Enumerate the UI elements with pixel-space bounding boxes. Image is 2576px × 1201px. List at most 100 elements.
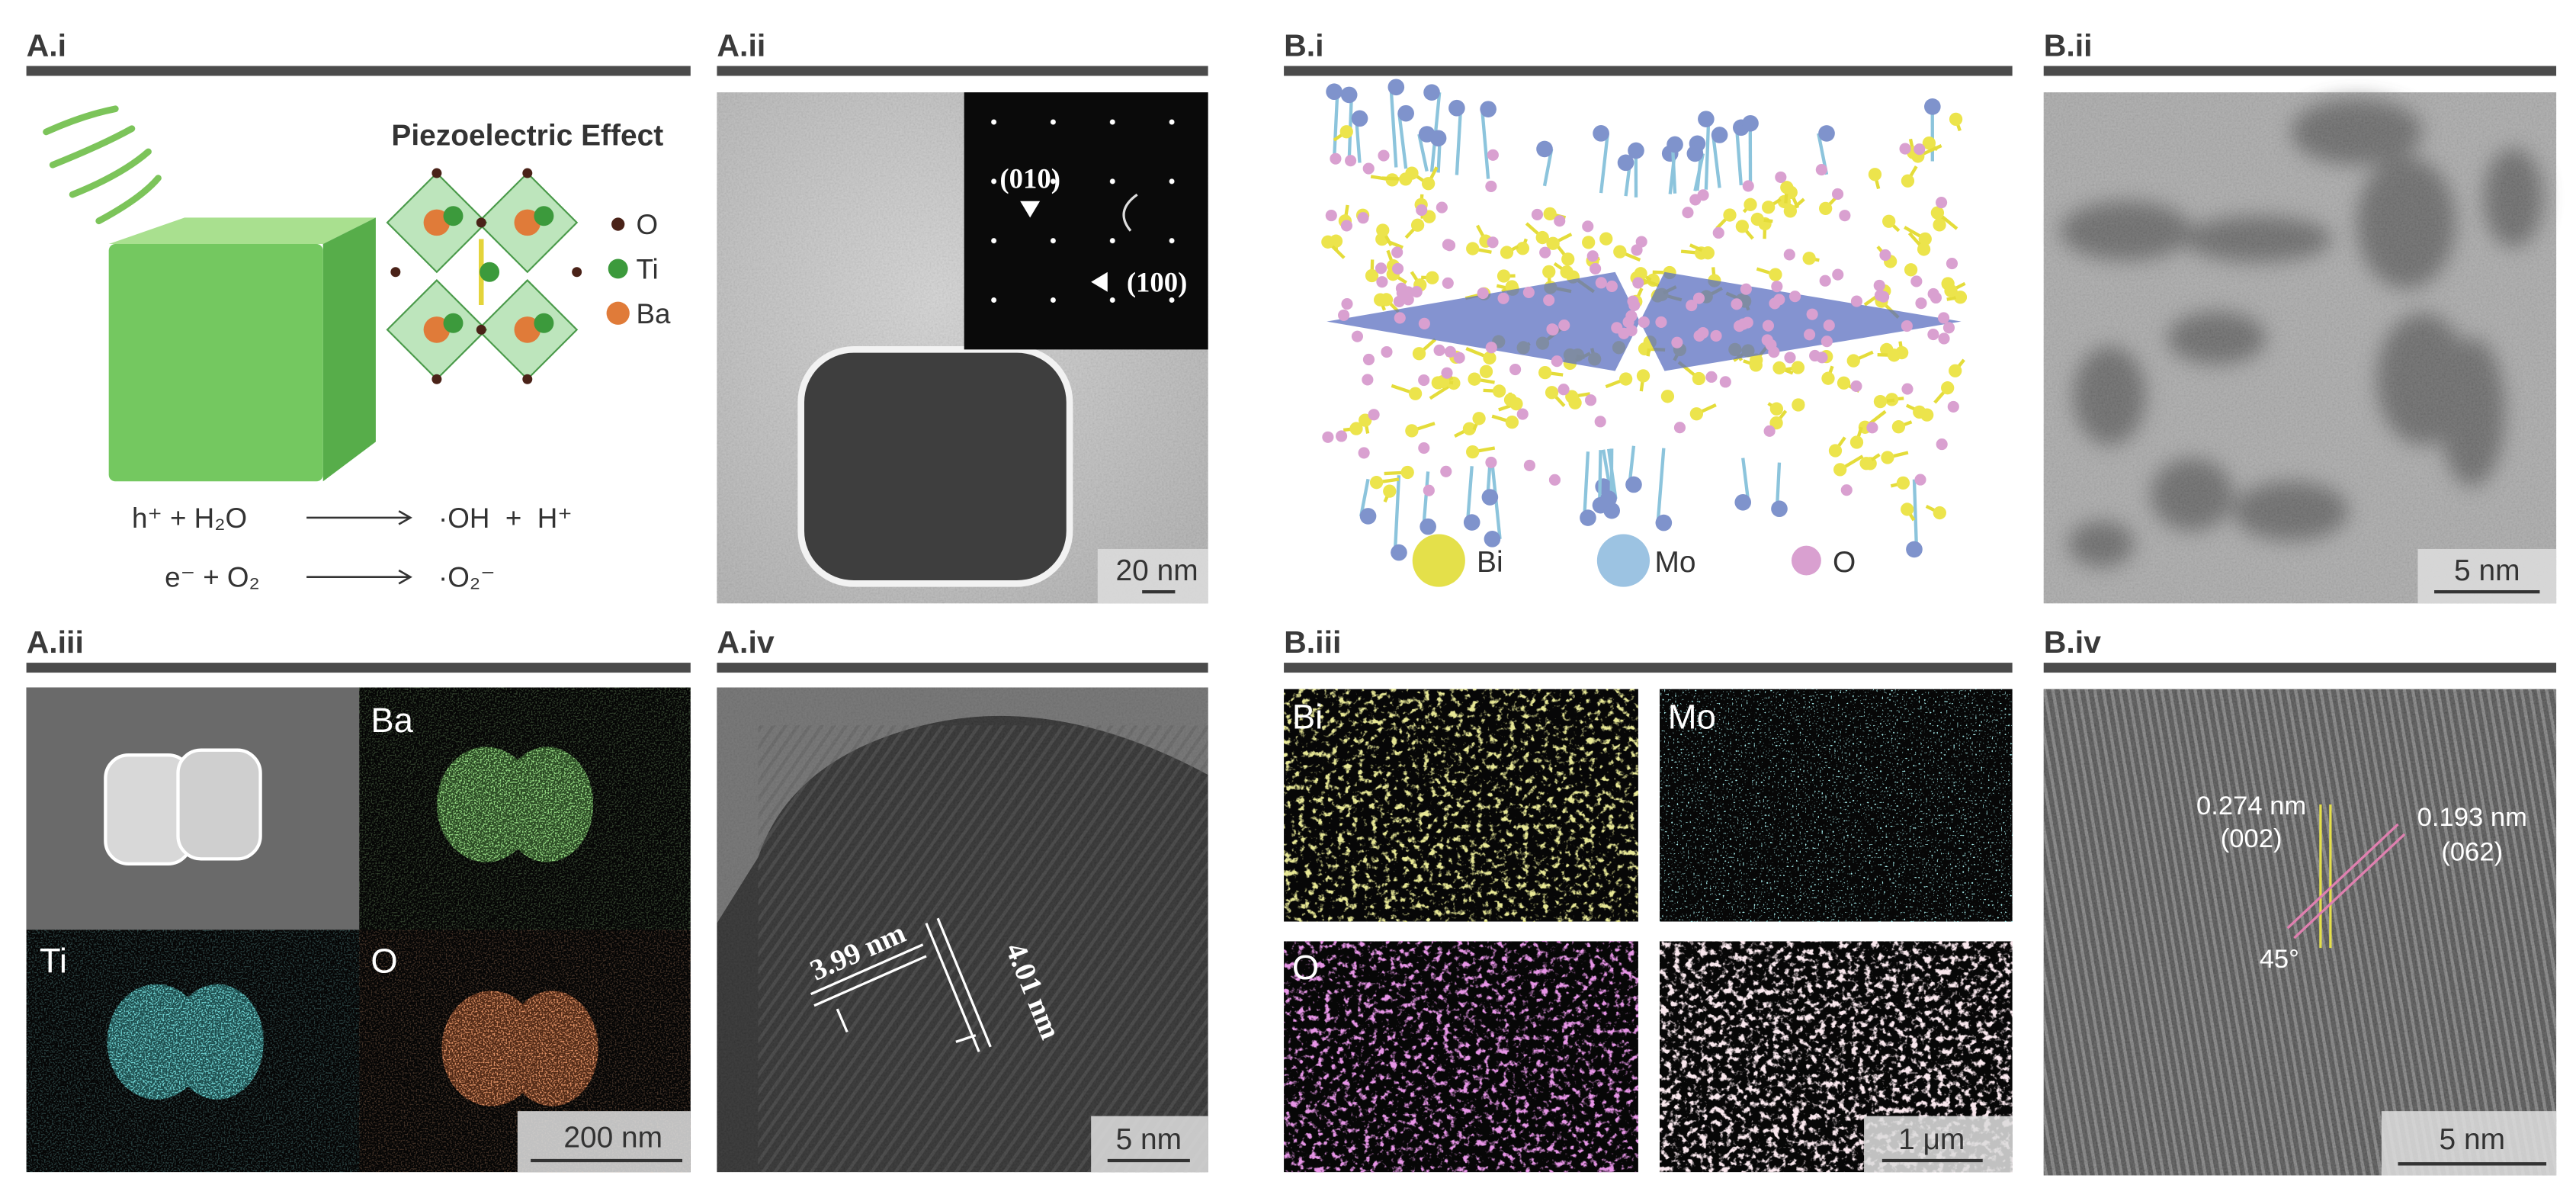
o-atom — [1815, 164, 1827, 176]
bi-atom — [1479, 364, 1493, 378]
map-label: Ti — [40, 942, 67, 981]
bi-atom — [1772, 361, 1786, 375]
bi-atom — [1613, 245, 1627, 259]
bi-atom — [1833, 463, 1847, 477]
mo-atom — [1420, 518, 1436, 535]
bond — [1741, 458, 1750, 503]
bi-atom — [1369, 476, 1384, 490]
o-atom — [1585, 394, 1597, 406]
panel-label: A.iii — [27, 625, 84, 660]
o-atom — [1453, 352, 1465, 364]
bi-atom — [1769, 416, 1783, 430]
panel-label: B.iii — [1284, 625, 1341, 660]
mo-atom — [1818, 125, 1835, 142]
annotation: (062) — [2441, 838, 2503, 867]
mo-atom — [1734, 493, 1752, 511]
o-atom — [1330, 153, 1342, 165]
panel-label: A.i — [27, 28, 66, 63]
mo-atom — [1340, 86, 1358, 104]
bond — [1606, 448, 1618, 499]
bond — [1389, 87, 1398, 168]
o-atom — [1546, 323, 1558, 336]
mo-atom — [1628, 142, 1644, 159]
o-atom — [1899, 143, 1911, 155]
mo-atom — [1463, 514, 1480, 531]
mo-atom — [1484, 531, 1501, 548]
bi-atom — [1365, 268, 1379, 283]
mo-atom — [1536, 140, 1553, 158]
o-atom — [1606, 280, 1618, 293]
o-atom — [1673, 422, 1686, 434]
reaction-right: ·O₂⁻ — [438, 562, 496, 593]
mo-atom — [1448, 99, 1465, 117]
o-atom — [1901, 320, 1913, 332]
bi-atom — [1859, 457, 1873, 470]
o-atom — [1418, 442, 1430, 454]
bi-atom — [1426, 271, 1439, 284]
bi-atom — [1901, 503, 1914, 516]
bi-atom — [1762, 201, 1776, 214]
o-atom — [1433, 344, 1445, 356]
o-atom — [1444, 345, 1456, 358]
bond — [1734, 127, 1743, 186]
panel-a-i: Piezoelectric Effect O Ti Ba h⁺ + H₂O ·O… — [43, 105, 671, 593]
crystal-cell — [386, 168, 582, 384]
o-atom — [1712, 226, 1724, 239]
image-noise — [717, 687, 1208, 1173]
mo-map — [1660, 689, 2013, 922]
bi-atom — [1505, 415, 1519, 429]
panel-label: A.ii — [717, 28, 765, 63]
o-atom — [1509, 363, 1522, 376]
annotation: 45° — [2260, 945, 2299, 974]
mo-atom — [1711, 127, 1728, 143]
o-atom — [1376, 276, 1388, 288]
mo-atom — [1667, 136, 1683, 153]
bi-atom — [1472, 412, 1486, 425]
scale-bar-box — [2417, 548, 2557, 604]
o-atom — [1710, 329, 1722, 342]
ring — [1122, 193, 1138, 232]
bi-atom — [1405, 424, 1419, 438]
o-atom — [1788, 291, 1801, 303]
o-atom — [1821, 336, 1833, 348]
bi-atom — [1802, 252, 1816, 265]
o-atom — [1410, 286, 1423, 298]
o-atom — [1761, 334, 1773, 346]
bi-atom — [1930, 206, 1945, 220]
bond — [1465, 466, 1474, 523]
bi-atom — [1565, 390, 1579, 403]
bond — [1417, 133, 1429, 172]
mo-atom — [1686, 145, 1704, 162]
bi-atom — [1462, 422, 1477, 435]
panel-b-i: Bi Mo O — [1321, 79, 1968, 587]
bond — [1670, 144, 1677, 194]
o-atom — [1582, 220, 1594, 233]
bi-atom — [1791, 361, 1805, 374]
o-atom — [1741, 316, 1753, 329]
o-map — [441, 991, 598, 1106]
marker — [1091, 271, 1108, 292]
legend-label: O — [1833, 546, 1856, 579]
bi-atom — [1400, 465, 1414, 480]
bi-atom — [1359, 413, 1372, 427]
header-bar — [1284, 66, 2013, 76]
scale-bar-label: 5 nm — [1116, 1123, 1182, 1156]
mo-atom — [1600, 490, 1617, 507]
o-atom — [1325, 210, 1337, 222]
o-atom — [1850, 380, 1862, 393]
mo-atom — [1387, 79, 1405, 96]
bi-atom — [1780, 181, 1794, 194]
o-atom — [1693, 329, 1705, 342]
bond — [1711, 134, 1721, 188]
o-atom — [1551, 355, 1563, 368]
o-atom — [1832, 268, 1844, 281]
mo-atom — [1359, 508, 1377, 525]
arrow-head — [398, 569, 412, 585]
o-atom — [1914, 474, 1926, 486]
o-atom — [1823, 320, 1835, 332]
o-atom — [1686, 300, 1698, 312]
o-atom — [1819, 275, 1831, 287]
o-atom — [1340, 220, 1353, 232]
bi-atom — [1497, 269, 1511, 283]
